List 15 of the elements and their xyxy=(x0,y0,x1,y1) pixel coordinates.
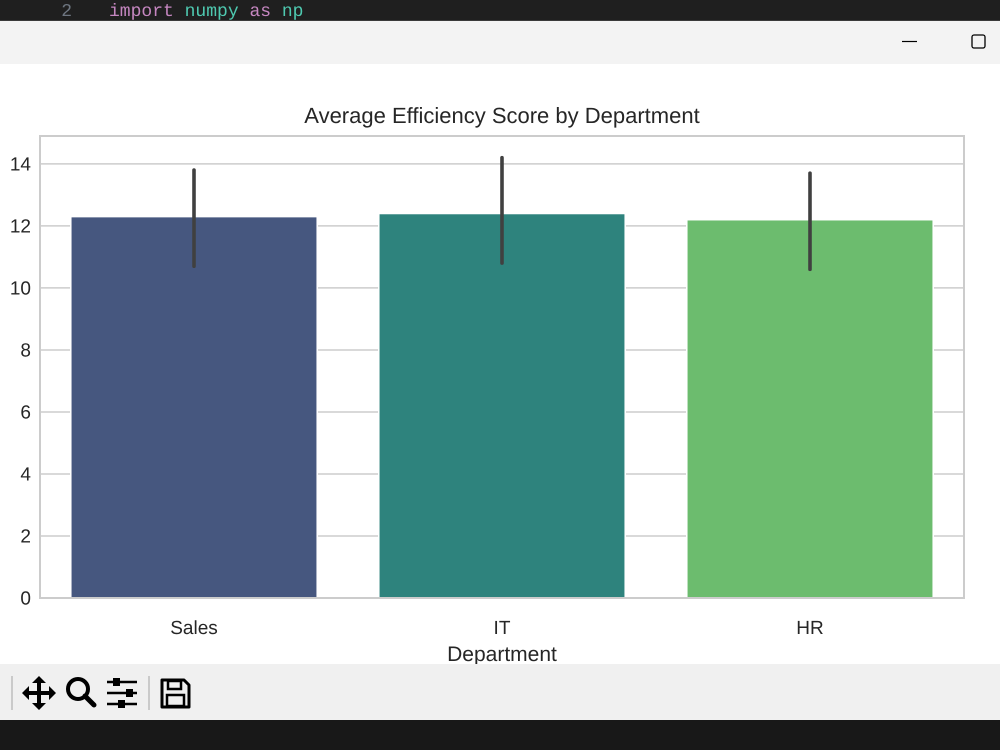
y-tick-label: 12 xyxy=(10,216,31,238)
y-tick-label: 4 xyxy=(20,464,32,486)
y-tick-label: 0 xyxy=(20,588,31,610)
text: 2 xyxy=(61,2,72,22)
x-axis-title: Department xyxy=(447,643,558,666)
x-tick-label: HR xyxy=(796,618,824,639)
x-tick-label: IT xyxy=(494,618,511,639)
text: import numpy as np xyxy=(109,2,304,22)
y-tick-label: 6 xyxy=(20,402,31,424)
y-tick-label: 10 xyxy=(10,278,31,300)
y-tick-label: 14 xyxy=(10,154,32,176)
chart-title: Average Efficiency Score by Department xyxy=(304,103,700,128)
x-tick-label: Sales xyxy=(170,618,218,639)
y-tick-label: 2 xyxy=(20,526,31,548)
y-tick-label: 8 xyxy=(20,340,31,362)
